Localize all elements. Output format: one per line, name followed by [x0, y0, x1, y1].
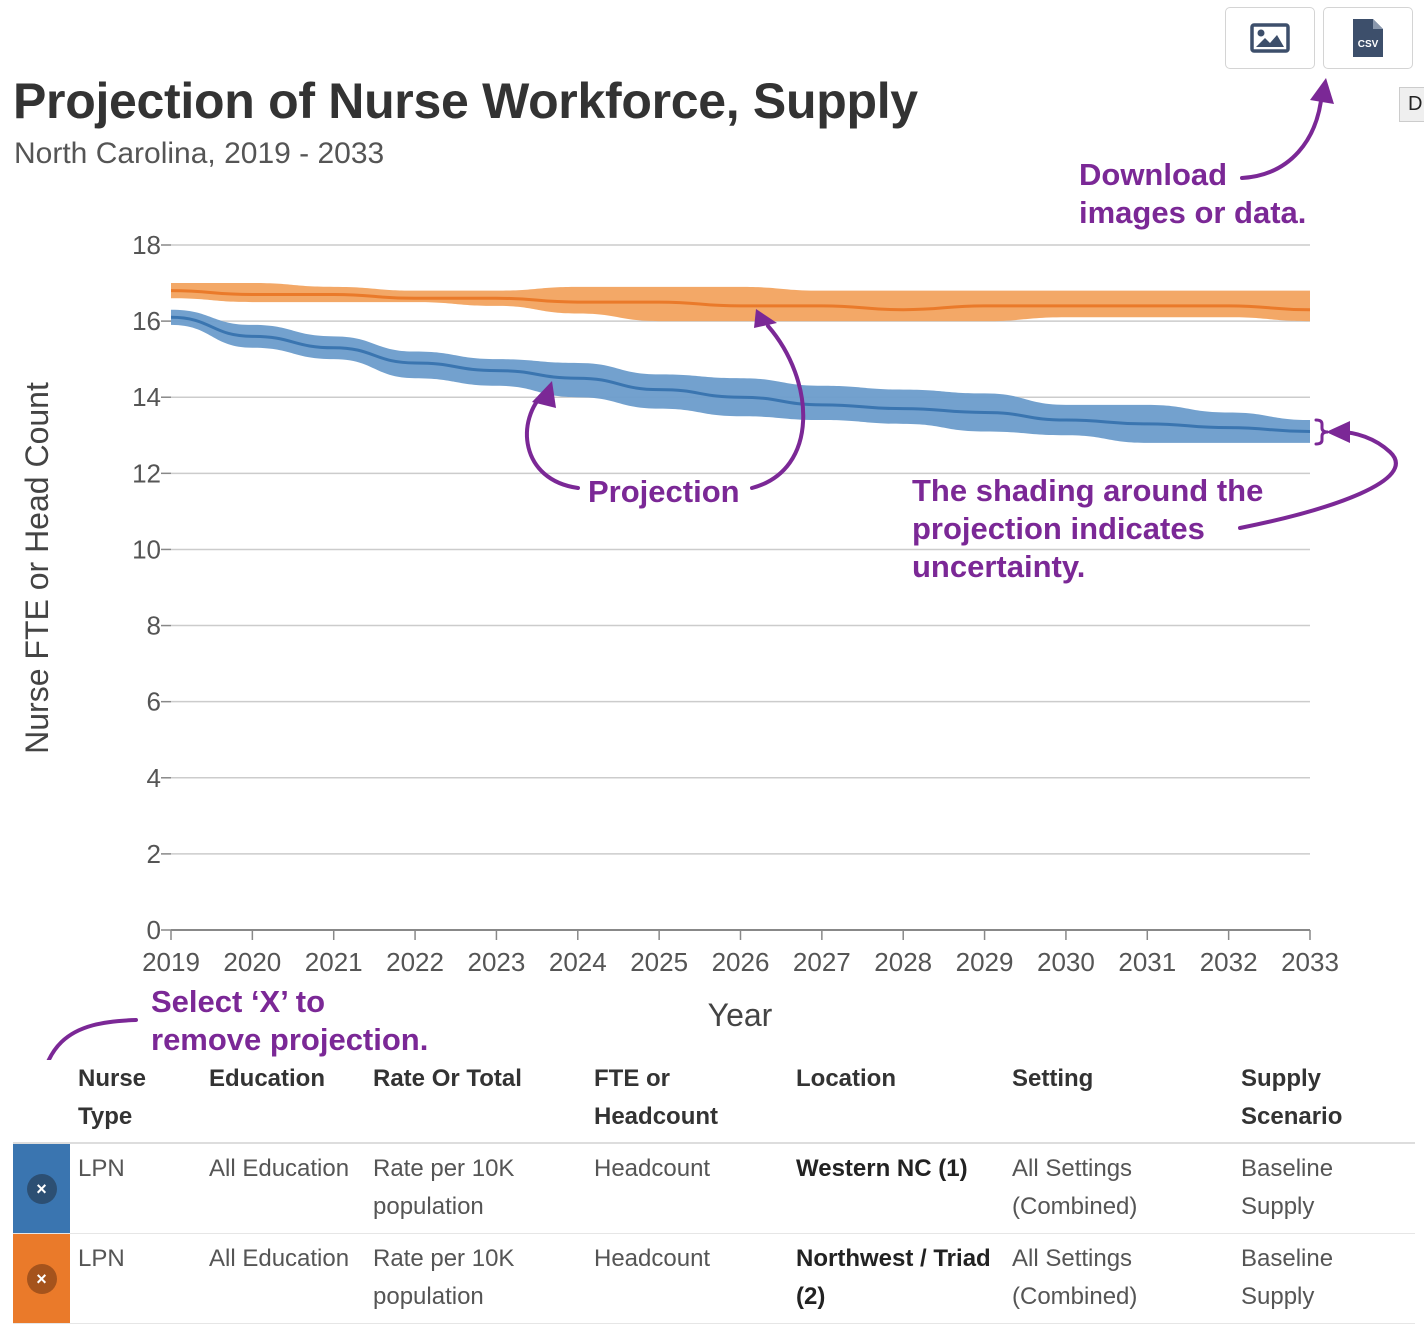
x-tick-label: 2032 [1200, 947, 1258, 977]
y-tick-label: 0 [147, 915, 161, 945]
projection-line-1 [170, 315, 1311, 433]
uncertainty-band-1 [171, 309, 1310, 443]
legend-header-setting: Setting [1012, 1065, 1094, 1092]
y-tick-label: 18 [132, 230, 161, 260]
remove-arrow [46, 1018, 138, 1060]
x-tick-label: 2024 [549, 947, 607, 977]
projection-legend-table: Nurse Type Education Rate Or Total FTE o… [13, 1060, 1415, 1324]
uncertainty-annotation-line-2: projection indicates [912, 511, 1205, 546]
download-annotation-line-1: Download [1079, 157, 1228, 192]
x-tick-label: 2021 [305, 947, 363, 977]
download-csv-button[interactable]: CSV [1323, 7, 1413, 69]
y-tick-label: 8 [147, 611, 161, 641]
y-tick-label: 4 [147, 763, 161, 793]
y-tick-label: 12 [132, 458, 161, 488]
chart-title: Projection of Nurse Workforce, Supply [13, 73, 918, 129]
legend-scenario: Baseline Supply [1241, 1155, 1334, 1220]
download-annotation: Download images or data. [1079, 156, 1306, 232]
legend-location: Western NC (1) [796, 1155, 968, 1182]
remove-projection-button[interactable]: × [26, 1264, 57, 1294]
legend-education: All Education [209, 1155, 350, 1182]
legend-header-location: Location [796, 1065, 896, 1092]
projection-arrowhead-left [532, 381, 556, 408]
x-tick-label: 2026 [712, 947, 770, 977]
legend-header-fte: FTE or Headcount [594, 1065, 719, 1130]
projection-arrowhead-right [754, 309, 777, 328]
legend-fte: Headcount [594, 1155, 711, 1182]
remove-annotation-line-1: Select ‘X’ to [151, 984, 326, 1019]
legend-location: Northwest / Triad (2) [796, 1244, 991, 1310]
x-tick-label: 2028 [874, 947, 932, 977]
legend-header-education: Education [209, 1065, 326, 1092]
x-tick-label: 2023 [468, 947, 526, 977]
x-tick-label: 2033 [1281, 947, 1339, 977]
download-annotation-line-2: images or data. [1079, 195, 1307, 230]
remove-annotation-line-2: remove projection. [151, 1022, 429, 1057]
csv-file-icon-text: CSV [1358, 39, 1379, 50]
legend-setting: All Settings (Combined) [1012, 1155, 1138, 1220]
legend-header-scenario: Supply Scenario [1241, 1065, 1343, 1130]
projection-annotation: Projection [588, 474, 740, 509]
remove-projection-button[interactable]: × [26, 1174, 57, 1205]
axes: 0 2 4 6 8 10 12 14 16 18 2019 2020 2021 2022 2023 2024 2… [132, 230, 1339, 977]
legend-header-swatch [13, 1060, 70, 1143]
chart-subtitle: North Carolina, 2019 - 2033 [14, 137, 385, 170]
y-tick-label: 14 [132, 382, 161, 412]
legend-header-row: Nurse Type Education Rate Or Total FTE o… [13, 1060, 1415, 1143]
side-panel-tab[interactable]: D [1399, 87, 1424, 122]
legend-rate: Rate per 10K population [373, 1244, 515, 1310]
legend-row: × LPN All Education Rate per 10K populat… [13, 1143, 1415, 1233]
legend-row: × LPN All Education Rate per 10K populat… [13, 1233, 1415, 1323]
y-tick-label: 2 [147, 839, 161, 869]
x-tick-label: 2027 [793, 947, 851, 977]
uncertainty-arrow [1238, 430, 1398, 530]
remove-annotation: Select ‘X’ to remove projection. [151, 983, 428, 1059]
legend-header-nurse-type: Nurse Type [78, 1065, 147, 1130]
legend-header-rate: Rate Or Total [373, 1065, 522, 1092]
x-tick-label: 2025 [630, 947, 688, 977]
y-tick-label: 16 [132, 306, 161, 336]
x-tick-label: 2029 [956, 947, 1014, 977]
x-tick-label: 2020 [223, 947, 281, 977]
uncertainty-brace [1314, 418, 1329, 446]
close-icon: × [36, 1179, 47, 1200]
uncertainty-annotation-line-1: The shading around the [912, 473, 1264, 508]
projection-line-2 [170, 289, 1311, 312]
uncertainty-annotation-line-3: uncertainty. [912, 549, 1086, 584]
legend-setting: All Settings (Combined) [1012, 1244, 1138, 1310]
legend-rate: Rate per 10K population [373, 1155, 515, 1220]
uncertainty-arrowhead [1326, 421, 1350, 443]
y-tick-label: 6 [147, 687, 161, 717]
download-image-button[interactable] [1225, 7, 1315, 69]
legend-scenario: Baseline Supply [1241, 1244, 1334, 1310]
legend-nurse-type: LPN [78, 1244, 125, 1272]
annotation-arrows [46, 78, 1398, 1060]
download-arrowhead [1310, 78, 1334, 104]
uncertainty-bands [171, 283, 1310, 443]
x-tick-label: 2022 [386, 947, 444, 977]
y-tick-label: 10 [132, 534, 161, 564]
y-axis-title: Nurse FTE or Head Count [19, 382, 55, 754]
projection-arrow-right [750, 324, 806, 490]
legend-fte: Headcount [594, 1244, 711, 1272]
legend-swatch: × [13, 1233, 70, 1323]
uncertainty-annotation: The shading around the projection indica… [912, 472, 1263, 586]
close-icon: × [36, 1269, 47, 1289]
csv-file-icon: CSV [1353, 19, 1383, 57]
projection-chart: 0 2 4 6 8 10 12 14 16 18 2019 2020 2021 2022 2023 2024 2… [19, 78, 1398, 1060]
download-arrow [1240, 90, 1324, 180]
legend-education: All Education [209, 1244, 350, 1272]
image-icon [1250, 23, 1290, 53]
x-tick-label: 2031 [1118, 947, 1176, 977]
legend-nurse-type: LPN [78, 1155, 125, 1182]
legend-swatch: × [13, 1143, 70, 1233]
grid-lines [171, 244, 1310, 931]
x-axis-title: Year [708, 997, 773, 1033]
projection-lines [170, 289, 1311, 433]
x-tick-label: 2019 [142, 947, 200, 977]
x-tick-label: 2030 [1037, 947, 1095, 977]
uncertainty-band-2 [171, 283, 1310, 322]
